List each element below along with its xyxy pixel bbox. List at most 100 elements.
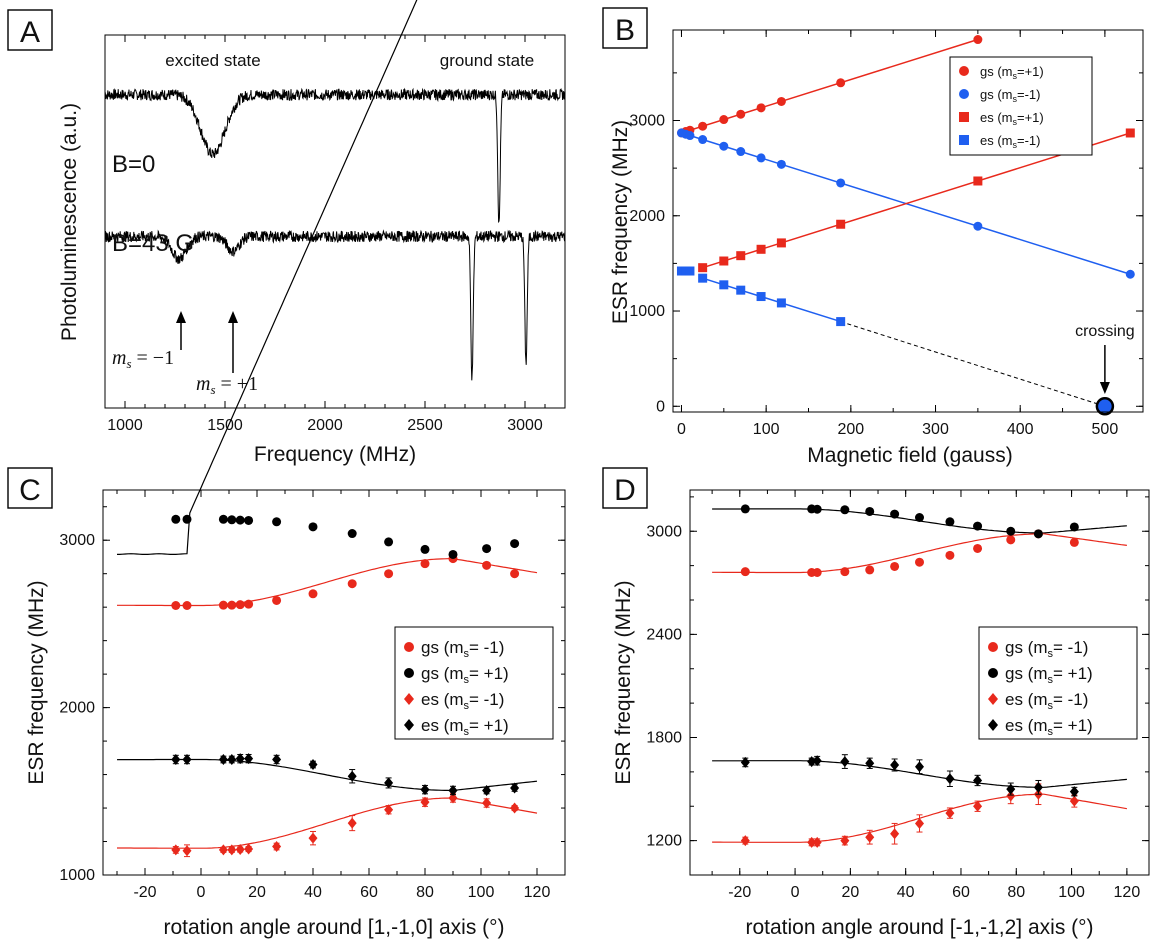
- data-point-diamond: [865, 757, 875, 769]
- data-point-circle: [776, 159, 786, 169]
- data-point-circle: [272, 595, 282, 605]
- data-point-circle: [865, 565, 875, 575]
- x-tick-label: 300: [922, 421, 949, 438]
- data-point-diamond: [420, 784, 430, 796]
- data-point-circle: [988, 642, 998, 652]
- data-point-circle: [218, 600, 228, 610]
- y-tick-label: 1800: [646, 730, 682, 747]
- data-point-square: [973, 176, 983, 186]
- x-tick-label: 120: [524, 884, 551, 901]
- legend-box: [978, 626, 1138, 740]
- legend-box: [949, 56, 1093, 156]
- data-point-circle: [1125, 269, 1135, 279]
- panel-b-frame: [672, 29, 1144, 413]
- x-tick-label: 200: [837, 421, 864, 438]
- data-point-circle: [227, 600, 237, 610]
- y-tick-label: 1000: [59, 867, 95, 884]
- x-axis-label: rotation angle around [1,-1,0] axis (°): [163, 916, 504, 939]
- data-point-circle: [973, 35, 983, 45]
- data-point-square: [836, 317, 846, 327]
- data-point-circle: [482, 560, 492, 570]
- data-point-circle: [244, 599, 254, 609]
- data-point-diamond: [1069, 795, 1079, 807]
- data-point-circle: [812, 568, 822, 577]
- x-tick-label: 60: [360, 884, 378, 901]
- y-tick-label: 2000: [59, 700, 95, 717]
- legend-label: gs (ms= +1): [1005, 664, 1093, 686]
- data-point-diamond: [404, 693, 414, 705]
- x-tick-label: 100: [468, 884, 495, 901]
- data-point-circle: [1033, 529, 1043, 539]
- x-tick-label: -20: [133, 884, 156, 901]
- data-point-diamond: [915, 817, 924, 829]
- data-point-circle: [227, 515, 237, 525]
- fit-curve: [712, 533, 1127, 574]
- x-tick-label: 1000: [107, 417, 143, 434]
- fit-line: [681, 38, 979, 134]
- data-point-diamond: [244, 843, 254, 855]
- data-point-diamond: [227, 754, 237, 765]
- legend-label: gs (ms= -1): [421, 638, 504, 660]
- panel-letter-C: C: [7, 467, 53, 509]
- data-point-circle: [719, 115, 729, 125]
- legend-label: es (ms=+1): [980, 110, 1044, 127]
- data-point-circle: [235, 600, 245, 610]
- data-point-circle: [171, 514, 181, 524]
- x-tick-label: 500: [1092, 421, 1119, 438]
- x-tick-label: 20: [248, 884, 266, 901]
- data-point-circle: [404, 668, 414, 678]
- data-point-square: [736, 285, 746, 295]
- crossing-point: [1095, 397, 1115, 416]
- label-ms-minus: ms = −1: [112, 347, 174, 371]
- data-point-circle: [836, 78, 846, 88]
- y-tick-label: 3000: [646, 523, 682, 540]
- panel-letter-text: A: [20, 16, 40, 49]
- spectrum-line: [104, 87, 566, 224]
- data-point-circle: [308, 522, 318, 532]
- data-point-circle: [1069, 522, 1079, 532]
- data-point-circle: [973, 221, 983, 231]
- data-point-diamond: [244, 753, 254, 765]
- panel-letter-box: [602, 467, 648, 509]
- x-tick-label: 40: [897, 884, 915, 901]
- y-tick-label: 0: [656, 398, 665, 415]
- data-point-square: [836, 219, 846, 229]
- data-point-diamond: [973, 774, 983, 786]
- label-b0: B=0: [112, 151, 155, 178]
- x-tick-label: 60: [952, 884, 970, 901]
- data-point-diamond: [945, 773, 955, 785]
- legend-label: gs (ms= +1): [421, 664, 509, 686]
- data-point-circle: [988, 668, 998, 678]
- arrow-head: [176, 311, 186, 323]
- data-point-circle: [510, 569, 520, 579]
- data-point-circle: [482, 544, 492, 554]
- spectrum-line: [104, 229, 566, 381]
- data-point-circle: [420, 544, 430, 554]
- data-point-circle: [973, 543, 983, 553]
- data-point-circle: [959, 89, 969, 99]
- data-point-diamond: [988, 693, 998, 705]
- data-point-diamond: [1006, 783, 1016, 795]
- data-point-circle: [812, 504, 822, 514]
- panel-letter-box: [602, 7, 648, 49]
- data-point-square: [776, 238, 786, 248]
- panel-letter-text: D: [614, 474, 636, 507]
- data-point-circle: [736, 147, 746, 157]
- data-point-diamond: [1033, 781, 1043, 793]
- data-point-diamond: [308, 832, 318, 844]
- data-point-circle: [420, 559, 430, 569]
- data-point-circle: [945, 550, 955, 560]
- data-point-diamond: [807, 756, 817, 768]
- data-point-circle: [1069, 537, 1079, 547]
- legend: gs (ms= -1) gs (ms= +1) es (ms= -1) es (ms=…: [978, 626, 1138, 740]
- data-point-circle: [308, 589, 318, 599]
- data-point-diamond: [218, 844, 228, 856]
- data-point-diamond: [347, 770, 357, 782]
- data-point-square: [959, 112, 969, 122]
- data-point-circle: [1006, 535, 1016, 545]
- panel-c-frame: [102, 489, 566, 876]
- data-point-circle: [840, 567, 850, 577]
- x-tick-label: 0: [677, 421, 686, 438]
- data-point-circle: [836, 178, 846, 188]
- y-tick-label: 3000: [59, 532, 95, 549]
